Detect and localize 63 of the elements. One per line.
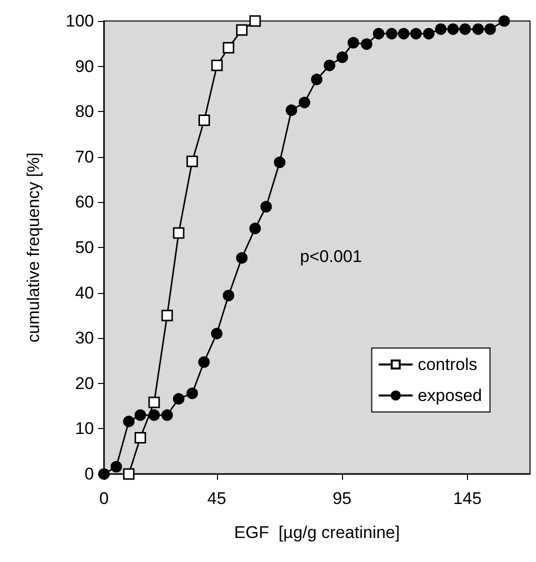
y-tick-label: 100: [66, 12, 94, 30]
point: [386, 28, 398, 40]
point: [459, 23, 471, 35]
y-tick-label: 60: [75, 192, 94, 212]
x-tick-label: 45: [207, 489, 226, 508]
point: [260, 200, 272, 212]
y-axis-title: cumulative frequency [%]: [24, 152, 43, 342]
point: [172, 227, 184, 239]
y-tick-label: 80: [75, 102, 94, 122]
point: [186, 156, 198, 168]
point: [161, 310, 173, 322]
point: [123, 468, 135, 480]
point: [348, 36, 360, 48]
point: [198, 114, 210, 126]
point: [498, 15, 510, 27]
y-tick-label: 40: [75, 283, 94, 302]
point: [123, 416, 135, 428]
y-tick-label: 30: [75, 328, 94, 348]
point: [161, 409, 173, 421]
point: [410, 28, 422, 40]
annotation: p<0.001: [300, 247, 362, 266]
point: [249, 222, 261, 234]
point: [360, 38, 372, 50]
point: [286, 104, 298, 116]
y-tick-label: 20: [75, 374, 94, 393]
point: [249, 15, 261, 27]
x-tick-label: 145: [453, 489, 482, 508]
point: [311, 74, 322, 86]
point: [274, 156, 286, 168]
point: [148, 396, 160, 408]
point: [336, 51, 348, 63]
point: [236, 252, 248, 264]
point: [236, 24, 248, 36]
point: [211, 60, 223, 72]
point: [472, 23, 484, 35]
point: [398, 28, 410, 40]
y-tick-label: 70: [75, 147, 94, 166]
y-tick-label: 50: [75, 238, 94, 257]
x-tick-label: 0: [99, 489, 109, 508]
point: [211, 328, 223, 340]
point: [222, 42, 234, 54]
legend-label: exposed: [418, 386, 482, 405]
y-tick-label: 0: [84, 464, 94, 484]
point: [298, 96, 310, 108]
legend-label: controls: [418, 355, 478, 374]
point: [134, 409, 146, 421]
point: [222, 290, 234, 302]
point: [110, 461, 122, 472]
y-tick-label: 90: [75, 56, 94, 76]
point: [134, 432, 146, 444]
point: [148, 409, 160, 421]
point: [186, 388, 198, 400]
point: [423, 28, 435, 40]
point: [172, 393, 184, 405]
point: [372, 28, 384, 40]
point: [447, 23, 459, 35]
point: [198, 356, 210, 368]
y-tick-label: 10: [75, 419, 94, 438]
point: [324, 60, 336, 72]
x-axis-title: EGF [µg/g creatinine]: [234, 523, 400, 542]
x-tick-label: 95: [332, 489, 352, 508]
point: [435, 23, 447, 35]
point: [484, 23, 496, 35]
